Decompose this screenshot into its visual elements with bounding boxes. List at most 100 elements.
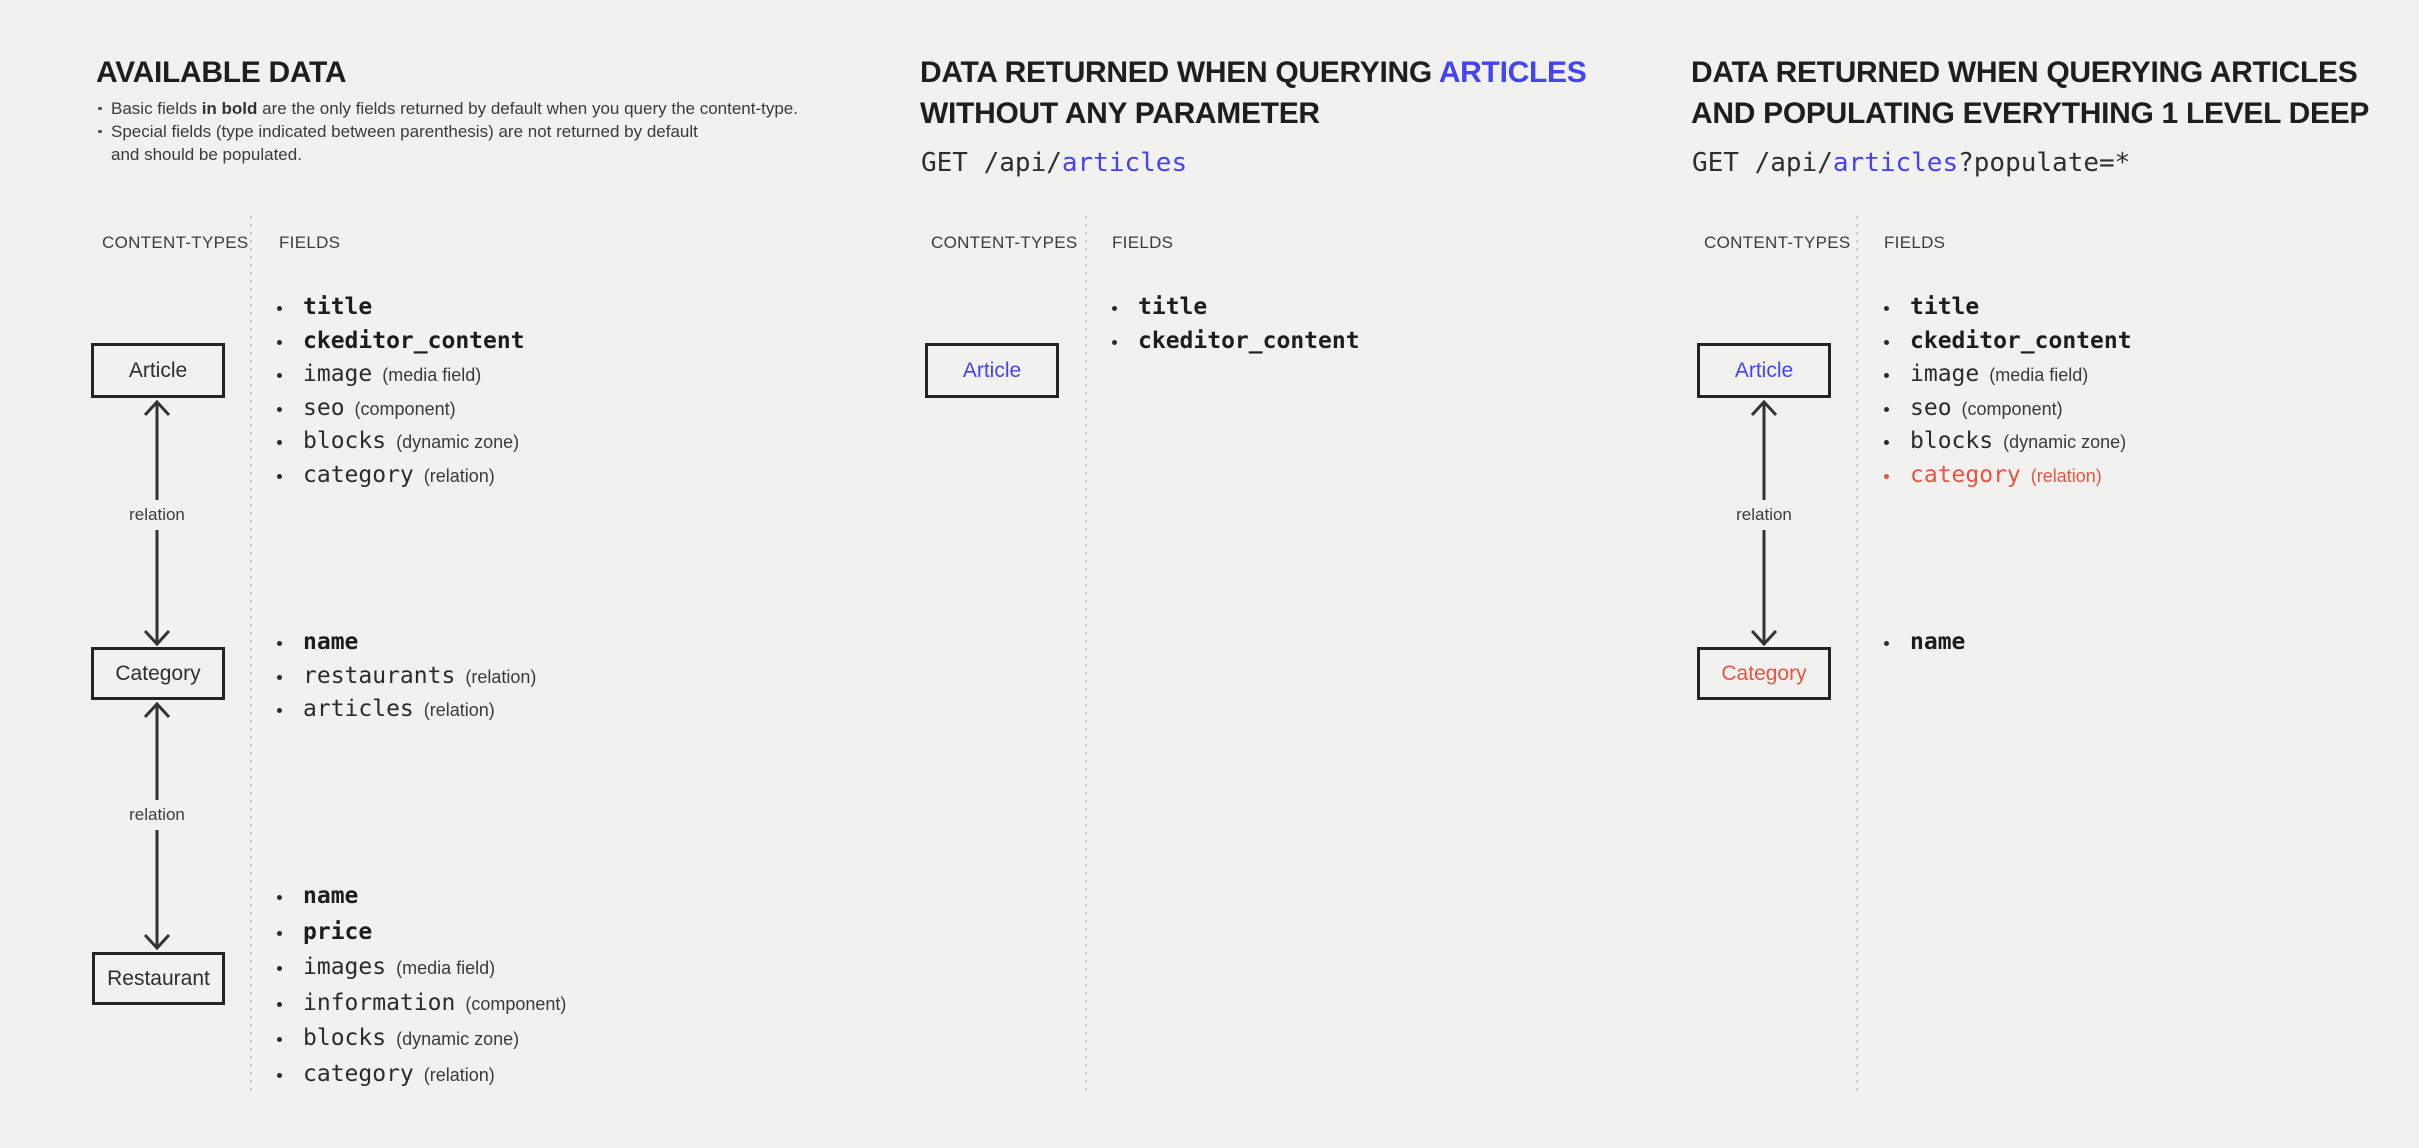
section-title-no-parameter: DATA RETURNED WHEN QUERYING ARTICLES WIT… <box>920 52 1587 134</box>
field-row: seo (component) <box>1884 393 2132 427</box>
bullet-icon <box>277 473 282 479</box>
bullet-icon <box>277 306 282 312</box>
box-label: Category <box>1721 661 1807 685</box>
bullet-icon <box>277 930 282 936</box>
field-row: title <box>1112 292 1360 326</box>
note-line: Basic fields in bold are the only fields… <box>96 97 798 120</box>
field-type: (dynamic zone) <box>396 432 520 452</box>
field-row: price <box>277 916 566 952</box>
bullet-icon <box>277 674 282 680</box>
bullet-icon <box>277 373 282 379</box>
field-name: name <box>1910 629 1966 655</box>
section-title-available-data: AVAILABLE DATA <box>96 56 347 89</box>
field-name: image <box>1910 361 1980 387</box>
bullet-icon <box>277 1001 282 1007</box>
field-row: blocks (dynamic zone) <box>277 426 535 460</box>
field-row: title <box>1884 292 2132 326</box>
note-text: are the only fields returned by default … <box>257 99 798 118</box>
field-name: articles <box>303 696 414 722</box>
field-row: image (media field) <box>277 359 535 393</box>
bullet-icon <box>1884 406 1889 412</box>
field-row: name <box>277 627 536 661</box>
field-name: blocks <box>303 1025 387 1051</box>
relation-label: relation <box>1733 500 1795 530</box>
request-text: ?populate=* <box>1958 148 2131 178</box>
bullet-icon <box>277 1037 282 1043</box>
fields-label: FIELDS <box>279 233 341 252</box>
box-label: Article <box>962 358 1022 382</box>
field-row: image (media field) <box>1884 359 2132 393</box>
field-type: (relation) <box>423 700 495 720</box>
field-type: (relation) <box>423 465 495 486</box>
field-row: ckeditor_content <box>1112 326 1360 360</box>
field-name: blocks <box>1910 428 1994 454</box>
content-types-label: CONTENT-TYPES <box>102 233 249 252</box>
field-type: (component) <box>1961 398 2063 419</box>
note-text: Basic fields <box>111 99 202 118</box>
notes-block: Basic fields in bold are the only fields… <box>96 97 798 166</box>
box-label: Article <box>1734 358 1794 382</box>
request-line: GET /api/articles <box>921 146 1187 180</box>
request-line: GET /api/articles?populate=* <box>1692 146 2130 180</box>
field-type: (media field) <box>396 958 496 978</box>
field-row: articles (relation) <box>277 694 536 728</box>
column-divider <box>250 216 252 1093</box>
field-row: blocks (dynamic zone) <box>1884 426 2132 460</box>
title-line: DATA RETURNED WHEN QUERYING ARTICLES <box>1691 56 2358 89</box>
field-name: price <box>303 918 373 945</box>
content-type-box-category: Category <box>91 647 225 700</box>
bullet-icon <box>277 440 282 446</box>
request-text: GET /api/ <box>921 148 1062 178</box>
fields-label: FIELDS <box>1884 233 1946 252</box>
field-type: (relation) <box>2030 465 2102 486</box>
field-row: name <box>1884 627 1965 661</box>
content-types-label: CONTENT-TYPES <box>1704 233 1851 252</box>
field-type: (relation) <box>465 666 537 687</box>
bullet-icon <box>98 106 102 110</box>
article-fields-list: title ckeditor_content image (media field… <box>1884 292 2132 493</box>
category-fields-list: name restaurants (relation) articles (rela… <box>277 627 536 728</box>
field-name: ckeditor_content <box>1138 327 1360 354</box>
bullet-icon <box>1884 339 1889 345</box>
title-highlight: ARTICLES <box>1438 56 1587 89</box>
field-type: (component) <box>354 398 456 419</box>
field-name: category <box>303 461 414 488</box>
bullet-icon <box>1884 641 1889 647</box>
note-text-bold: in bold <box>201 99 258 118</box>
box-label: Article <box>128 358 188 382</box>
field-row: name <box>277 880 566 916</box>
column-divider <box>1085 216 1087 1093</box>
section-title-populate: DATA RETURNED WHEN QUERYING ARTICLES AND… <box>1691 52 2369 134</box>
field-type: (dynamic zone) <box>396 1029 520 1049</box>
bullet-icon <box>1884 306 1889 312</box>
request-highlight: articles <box>1832 148 1959 178</box>
field-name: name <box>303 883 359 909</box>
content-types-label: CONTENT-TYPES <box>931 233 1078 252</box>
bullet-icon <box>277 895 282 901</box>
field-name: blocks <box>303 428 387 454</box>
content-type-box-article: Article <box>91 343 225 398</box>
field-name: images <box>303 954 387 980</box>
field-row: category (relation) <box>277 460 535 494</box>
bullet-icon <box>277 966 282 972</box>
article-fields-list: title ckeditor_content image (media field… <box>277 292 535 493</box>
field-row: information (component) <box>277 987 566 1023</box>
content-type-box-article: Article <box>925 343 1059 398</box>
bullet-icon <box>277 641 282 647</box>
bullet-icon <box>1884 473 1889 479</box>
field-row: blocks (dynamic zone) <box>277 1022 566 1058</box>
restaurant-fields-list: name price images (media field) informati… <box>277 880 566 1093</box>
content-type-box-restaurant: Restaurant <box>92 952 225 1005</box>
bullet-icon <box>1884 373 1889 379</box>
field-name: image <box>303 361 373 387</box>
content-type-box-article: Article <box>1697 343 1831 398</box>
bullet-icon <box>277 339 282 345</box>
title-line: WITHOUT ANY PARAMETER <box>920 97 1320 130</box>
field-row: category (relation) <box>277 1058 566 1094</box>
article-fields-list: title ckeditor_content <box>1112 292 1360 359</box>
column-divider <box>1856 216 1858 1093</box>
field-row: restaurants (relation) <box>277 661 536 695</box>
field-row: ckeditor_content <box>1884 326 2132 360</box>
field-name: seo <box>303 394 345 421</box>
title-text: DATA RETURNED WHEN QUERYING <box>920 56 1439 89</box>
